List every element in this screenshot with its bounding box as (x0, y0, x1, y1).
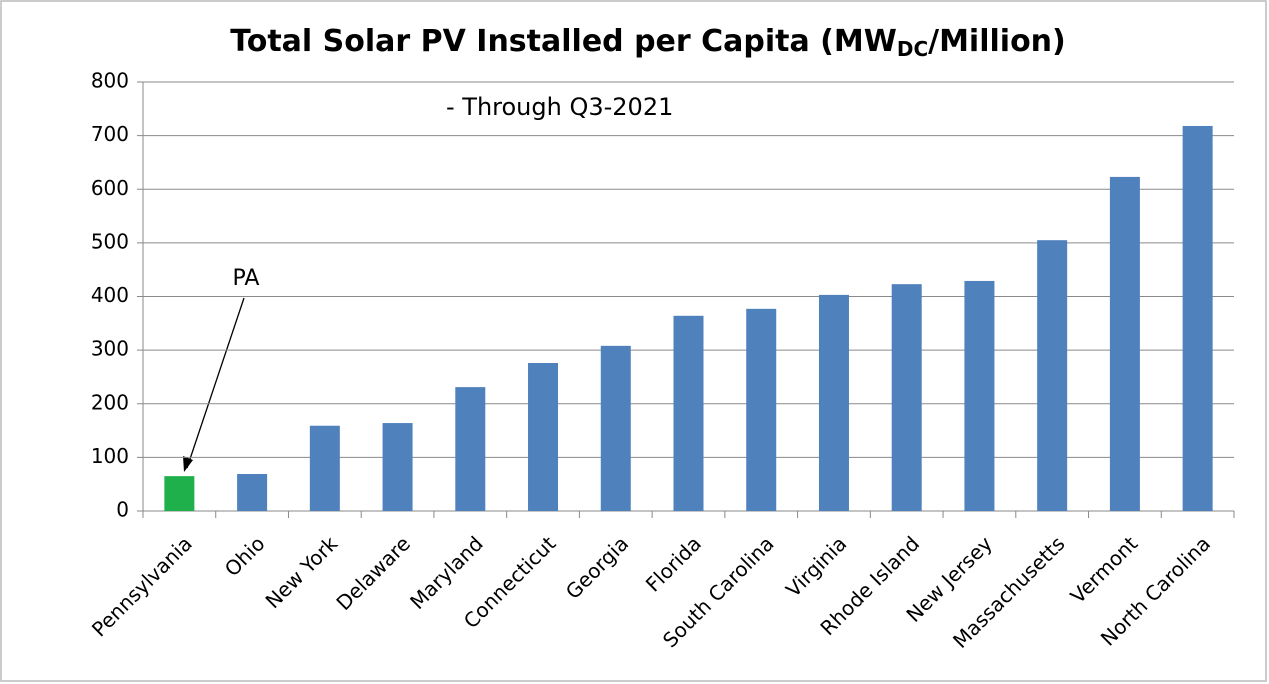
bar (964, 280, 995, 511)
bar (1182, 125, 1213, 511)
bar (237, 473, 268, 511)
y-tick-label: 700 (91, 122, 129, 146)
bar (818, 294, 849, 511)
bar (309, 425, 340, 511)
title-subscript: DC (897, 37, 928, 61)
y-tick-label: 500 (91, 229, 129, 253)
title-part: Total Solar PV Installed per Capita (MW (230, 24, 897, 59)
bar (382, 423, 413, 511)
y-tick-label: 100 (91, 444, 129, 468)
bar (673, 315, 704, 511)
bar (1109, 176, 1140, 511)
bar (1037, 240, 1068, 511)
y-tick-label: 400 (91, 283, 129, 307)
bar (600, 345, 631, 511)
y-tick-label: 600 (91, 176, 129, 200)
subtitle: - Through Q3-2021 (446, 93, 673, 121)
y-tick-label: 800 (91, 69, 129, 93)
title-part: /Million) (928, 24, 1066, 59)
annotation-arrow (183, 297, 245, 472)
y-tick-label: 300 (91, 337, 129, 361)
bar (455, 387, 486, 511)
y-tick-label: 0 (116, 498, 129, 522)
y-tick-label: 200 (91, 390, 129, 414)
chart-title: Total Solar PV Installed per Capita (MWD… (230, 24, 1066, 61)
bar (528, 362, 559, 511)
bar (164, 476, 195, 511)
bar (746, 308, 777, 511)
bar (891, 284, 922, 511)
annotation: PA (233, 266, 260, 291)
